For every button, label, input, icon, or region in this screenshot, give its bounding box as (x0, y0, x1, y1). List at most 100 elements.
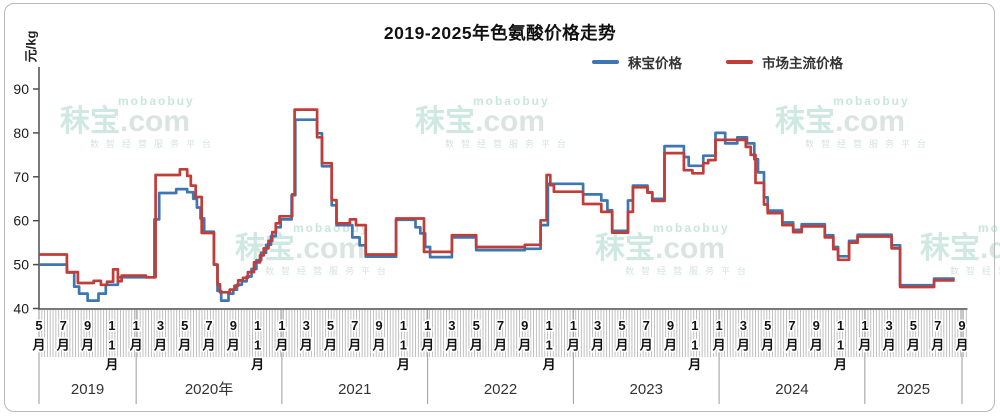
svg-text:2023: 2023 (630, 381, 663, 398)
svg-text:3: 3 (448, 318, 455, 333)
svg-text:月: 月 (226, 338, 240, 353)
svg-text:3: 3 (303, 318, 310, 333)
svg-text:5: 5 (181, 318, 188, 333)
svg-text:9: 9 (521, 318, 528, 333)
svg-text:60: 60 (13, 213, 29, 229)
svg-text:3: 3 (594, 318, 601, 333)
svg-text:1: 1 (108, 338, 115, 353)
svg-text:2019: 2019 (71, 381, 104, 398)
svg-text:7: 7 (205, 318, 212, 333)
svg-text:月: 月 (396, 357, 410, 372)
svg-text:月: 月 (930, 338, 944, 353)
svg-text:3: 3 (157, 318, 164, 333)
svg-text:月: 月 (299, 338, 313, 353)
svg-text:月: 月 (372, 338, 386, 353)
svg-text:1: 1 (254, 318, 261, 333)
svg-text:月: 月 (614, 338, 628, 353)
svg-text:7: 7 (351, 318, 358, 333)
svg-text:1: 1 (861, 318, 868, 333)
svg-text:9: 9 (230, 318, 237, 333)
svg-text:月: 月 (347, 338, 361, 353)
svg-text:1: 1 (715, 318, 722, 333)
svg-text:月: 月 (882, 338, 896, 353)
svg-text:5: 5 (327, 318, 334, 333)
y-axis-unit-label: 元/kg (23, 30, 39, 63)
legend-swatch-blue (592, 60, 619, 64)
svg-text:月: 月 (736, 338, 750, 353)
svg-text:月: 月 (833, 357, 847, 372)
svg-text:9: 9 (84, 318, 91, 333)
svg-text:月: 月 (56, 338, 70, 353)
svg-text:7: 7 (934, 318, 941, 333)
legend-item-market-price: 市场主流价格 (726, 52, 843, 72)
svg-text:2021: 2021 (338, 381, 371, 398)
svg-text:3: 3 (740, 318, 747, 333)
svg-text:月: 月 (809, 338, 823, 353)
svg-text:月: 月 (469, 338, 483, 353)
svg-text:月: 月 (663, 338, 677, 353)
svg-text:40: 40 (13, 301, 29, 317)
chart-title: 2019-2025年色氨酸价格走势 (383, 23, 617, 43)
svg-text:月: 月 (202, 338, 216, 353)
svg-text:2020年: 2020年 (185, 381, 233, 398)
svg-text:月: 月 (687, 357, 701, 372)
svg-text:月: 月 (857, 338, 871, 353)
svg-text:1: 1 (108, 318, 115, 333)
svg-text:5: 5 (473, 318, 480, 333)
svg-text:月: 月 (80, 338, 94, 353)
svg-text:5: 5 (764, 318, 771, 333)
svg-text:2025: 2025 (897, 381, 930, 398)
svg-text:2022: 2022 (484, 381, 517, 398)
svg-text:月: 月 (323, 338, 337, 353)
chart-legend: 秣宝价格 市场主流价格 (592, 52, 873, 72)
svg-text:7: 7 (60, 318, 67, 333)
svg-text:9: 9 (958, 318, 965, 333)
svg-text:1: 1 (424, 318, 431, 333)
svg-text:2024: 2024 (775, 381, 808, 398)
svg-text:月: 月 (954, 338, 968, 353)
legend-swatch-red (726, 60, 753, 64)
svg-text:月: 月 (906, 338, 920, 353)
svg-text:1: 1 (837, 338, 844, 353)
legend-label: 秣宝价格 (628, 56, 682, 71)
svg-text:1: 1 (400, 338, 407, 353)
svg-text:50: 50 (13, 257, 29, 273)
svg-text:7: 7 (643, 318, 650, 333)
svg-text:月: 月 (542, 357, 556, 372)
svg-text:1: 1 (278, 318, 285, 333)
legend-label: 市场主流价格 (762, 56, 843, 71)
svg-text:月: 月 (566, 338, 580, 353)
svg-text:月: 月 (274, 338, 288, 353)
svg-text:1: 1 (545, 318, 552, 333)
svg-text:7: 7 (497, 318, 504, 333)
svg-text:月: 月 (31, 338, 45, 353)
svg-text:1: 1 (133, 318, 140, 333)
svg-text:5: 5 (910, 318, 917, 333)
svg-text:月: 月 (104, 357, 118, 372)
svg-text:1: 1 (837, 318, 844, 333)
svg-text:月: 月 (517, 338, 531, 353)
svg-text:90: 90 (13, 81, 29, 97)
svg-text:月: 月 (153, 338, 167, 353)
svg-text:月: 月 (760, 338, 774, 353)
svg-text:1: 1 (570, 318, 577, 333)
svg-text:1: 1 (691, 338, 698, 353)
svg-text:1: 1 (254, 338, 261, 353)
svg-text:月: 月 (250, 357, 264, 372)
svg-text:月: 月 (590, 338, 604, 353)
legend-item-mobao-price: 秣宝价格 (592, 52, 682, 72)
svg-text:1: 1 (691, 318, 698, 333)
svg-text:1: 1 (400, 318, 407, 333)
svg-text:3: 3 (886, 318, 893, 333)
svg-text:5: 5 (35, 318, 42, 333)
svg-text:9: 9 (375, 318, 382, 333)
svg-text:5: 5 (618, 318, 625, 333)
svg-text:9: 9 (667, 318, 674, 333)
svg-text:月: 月 (177, 338, 191, 353)
svg-text:月: 月 (493, 338, 507, 353)
svg-text:月: 月 (420, 338, 434, 353)
svg-text:70: 70 (13, 169, 29, 185)
svg-text:月: 月 (639, 338, 653, 353)
